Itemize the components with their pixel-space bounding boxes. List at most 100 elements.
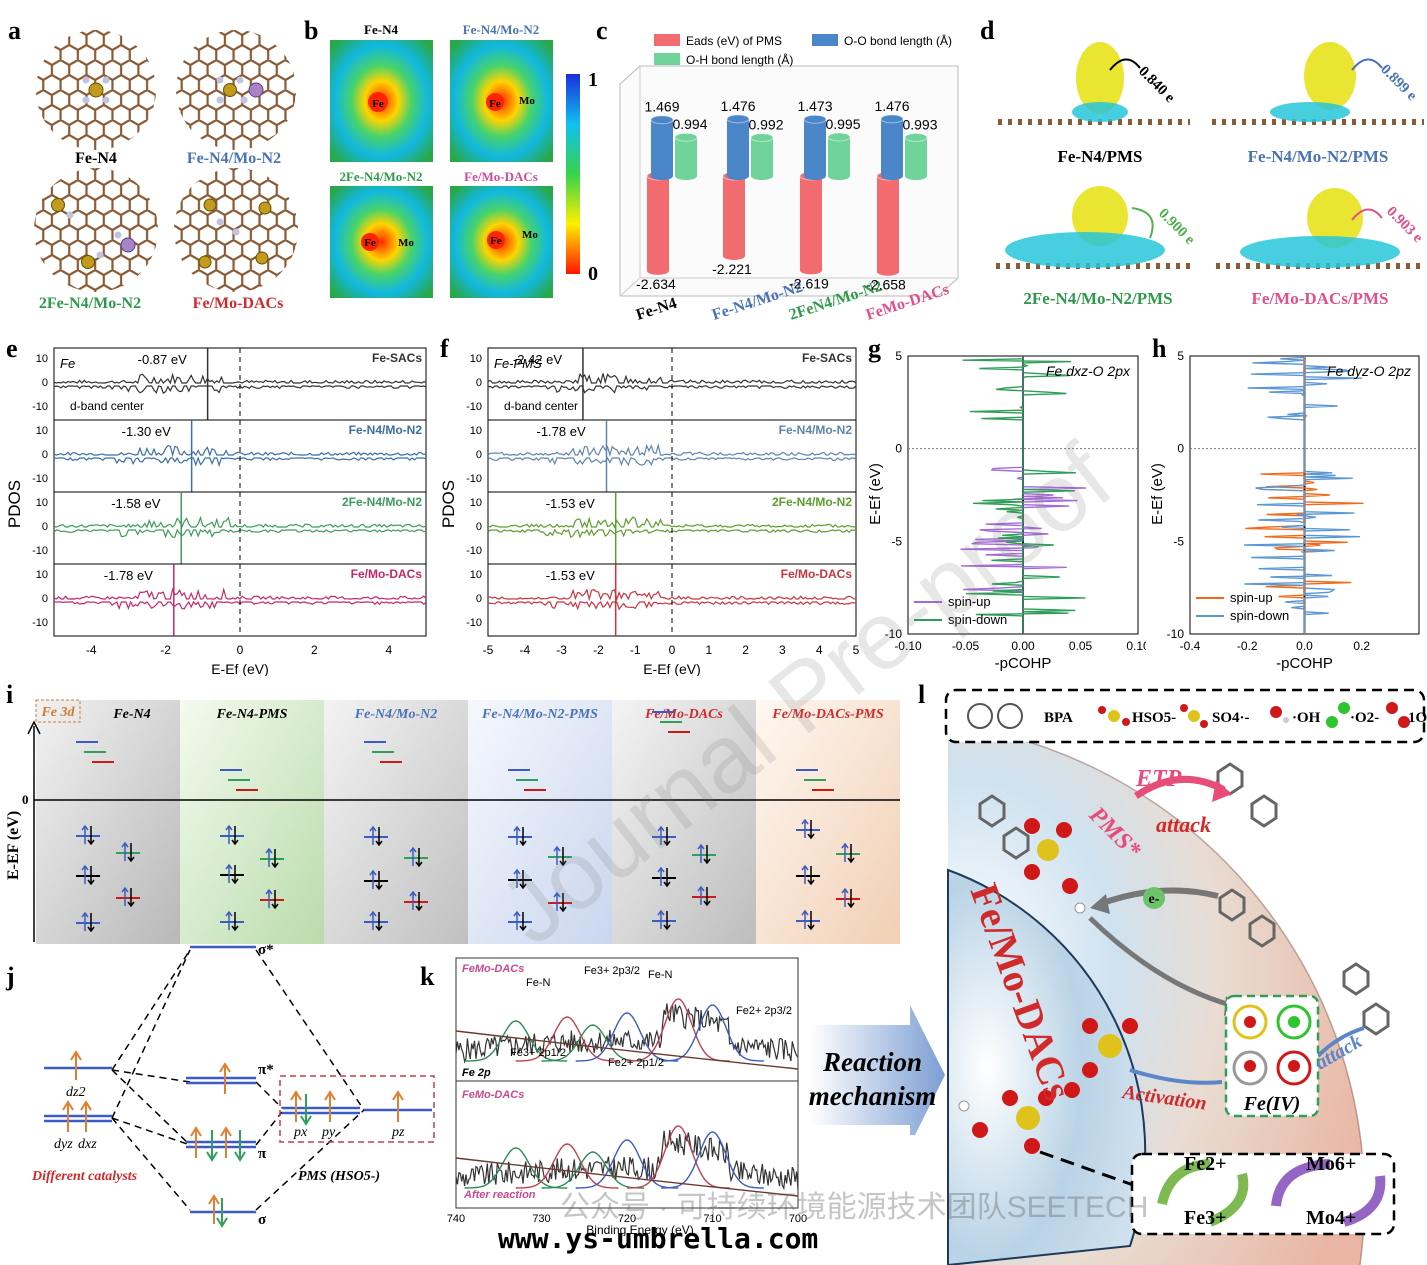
label-dz2: dz2 (66, 1085, 85, 1100)
ytick-3: -10 (1167, 627, 1185, 641)
dband-value-3: -1.78 eV (104, 568, 153, 583)
xtick-0: -5 (483, 643, 494, 657)
xtick-1: -0.2 (1237, 639, 1258, 653)
k-label-fe3-2p32: Fe3+ 2p3/2 (584, 965, 640, 977)
xps-baseline-9 (455, 1157, 799, 1197)
i-column-bg-0 (36, 700, 180, 944)
pdos-spin-up-2 (53, 515, 427, 529)
label-b-2fe-n4-mo-n2: 2Fe-N4/Mo-N2 (339, 169, 422, 184)
pms-molecule-3 (958, 1090, 1054, 1154)
i-spin-down-2-4 (375, 912, 383, 932)
ytick-0-0: 10 (470, 353, 482, 365)
charge-fe-n4: 0.840 e (1135, 64, 1178, 107)
i-column-title-4: Fe/Mo-DACs (644, 707, 723, 722)
electron-label: e- (1149, 892, 1160, 907)
lattice-fe-n4-mo-n2 (176, 30, 296, 150)
electron-arrows (62, 1050, 404, 1228)
ytick-0-1: 0 (476, 377, 482, 389)
k-x-axis-label: Binding Energy (eV) (586, 1223, 693, 1236)
k-xtick-2: 720 (618, 1213, 636, 1225)
k-label-fe3-2p12: Fe3+ 2p1/2 (510, 1047, 566, 1059)
panel-k-xps: FeMo-DACs Fe3+ 2p3/2 Fe-N Fe-N Fe2+ 2p3/… (447, 957, 807, 1236)
i-spin-up-4-0 (657, 825, 665, 845)
i-column-bg-3 (468, 700, 612, 944)
xtick-2: -3 (556, 643, 567, 657)
ytick-0-2: -10 (32, 401, 48, 413)
pms-molecule-2 (1064, 1018, 1138, 1098)
level-pi: π (258, 1146, 267, 1162)
atom-fe: Fe (489, 98, 501, 110)
xtick-2: 0.00 (1011, 639, 1035, 653)
xps-raw-9 (455, 1130, 799, 1191)
redox-cycle-box (1130, 1152, 1396, 1236)
charge-fe-mo-dacs: 0.903 e (1383, 204, 1426, 247)
dband-value-1: -1.30 eV (122, 424, 171, 439)
scale-min: 0 (588, 263, 598, 285)
atom-mo: Mo (398, 237, 414, 249)
dband-value-2: -1.53 eV (546, 496, 595, 511)
i-spin-down-1-0 (231, 826, 239, 846)
mechanism-word: mechanism (808, 1081, 937, 1111)
xtick-0: -0.10 (894, 639, 922, 653)
i-spin-down-1-1 (271, 849, 279, 869)
i-spin-down-5-0 (807, 820, 815, 840)
i-spin-down-0-4 (87, 913, 95, 933)
cohp-curve-spin-down (1244, 356, 1362, 634)
bar-oh-3 (904, 132, 928, 180)
cohp-curve-spin-down (962, 356, 1086, 634)
i-column-title-0: Fe-N4 (112, 707, 150, 722)
i-spin-up-4-2 (657, 866, 665, 886)
i-column-bg-2 (324, 700, 468, 944)
i-spin-up-0-0 (81, 824, 89, 844)
i-spin-up-3-4 (513, 910, 521, 930)
label-pz: pz (391, 1125, 405, 1140)
pdos-spin-up-0 (53, 372, 426, 385)
legend-oh: O-H bond length (Å) (686, 52, 793, 67)
xps-peak-5-2 (541, 1024, 645, 1062)
pdos-spin-up-3 (53, 587, 427, 600)
bar-oh-2 (827, 132, 851, 180)
xps-peak-9-2 (541, 1151, 645, 1189)
xps-peak-9-3 (575, 1139, 679, 1189)
bpa-molecule-3 (1218, 888, 1276, 948)
legend-swatch-oh (654, 53, 680, 65)
panel-letter-g: g (868, 334, 881, 363)
i-column-title-3: Fe-N4/Mo-N2-PMS (481, 707, 598, 722)
fe-3d-box (35, 699, 81, 723)
ytick-3-0: 10 (36, 569, 48, 581)
legend-so4: SO4·- (1212, 710, 1250, 726)
value-oo-1: 1.476 (720, 98, 755, 114)
y-axis-label: PDOS (5, 480, 24, 528)
panel-letter-i: i (6, 680, 14, 709)
i-spin-up-4-4 (657, 909, 665, 929)
label-a-fe-n4: Fe-N4 (75, 150, 117, 167)
i-spin-up-1-0 (225, 824, 233, 844)
bar-eads-2 (799, 171, 823, 275)
label-px: px (293, 1125, 308, 1140)
ytick-0-0: 10 (36, 353, 48, 365)
bar-eads-1 (722, 171, 746, 260)
value-oo-0: 1.469 (644, 99, 679, 115)
etp-label: ETP (1135, 766, 1182, 792)
charge-2fe-n4-mo-n2: 0.900 e (1155, 206, 1198, 249)
i-spin-up-2-0 (369, 825, 377, 845)
value-oo-3: 1.476 (874, 98, 909, 114)
caption-pms: PMS (HSO5-) (298, 1169, 380, 1184)
i-spin-down-5-2 (807, 866, 815, 886)
ytick-1-0: 10 (36, 425, 48, 437)
i-spin-down-4-2 (663, 868, 671, 888)
ytick-3-0: 10 (470, 569, 482, 581)
label-a-2fe-n4-mo-n2: 2Fe-N4/Mo-N2 (39, 295, 141, 312)
ytick-1-1: 0 (476, 449, 482, 461)
i-spin-down-4-4 (663, 911, 671, 931)
dband-value-0: -0.87 eV (138, 352, 187, 367)
atom-fe: Fe (372, 98, 384, 110)
atom-fe: Fe (364, 237, 376, 249)
i-zero-label: 0 (22, 792, 29, 807)
right-p-levels (282, 1106, 432, 1115)
elf-map-fe-n4-mo-n2: Fe Mo (450, 40, 553, 162)
category-label-0: Fe-N4 (634, 295, 679, 324)
x-axis-label: E-Ef (eV) (643, 661, 701, 676)
legend-0: spin-up (948, 594, 991, 609)
xtick-2: 0.0 (1296, 639, 1313, 653)
